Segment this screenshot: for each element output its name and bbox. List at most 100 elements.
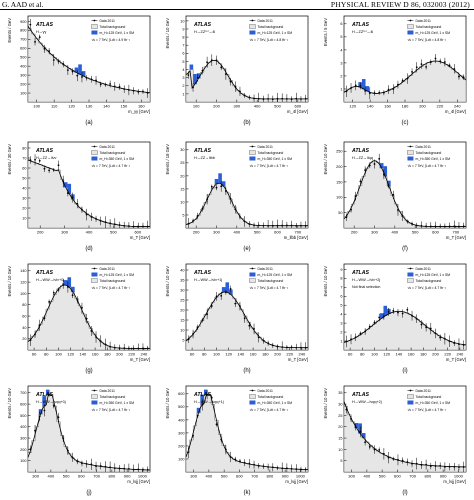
data-point <box>48 169 51 172</box>
data-point <box>276 467 279 469</box>
x-tick-label: 1000 <box>138 474 148 479</box>
legend-data-dot <box>93 267 96 270</box>
data-point <box>373 448 376 451</box>
x-tick-label: 500 <box>379 474 386 479</box>
x-axis-title: m_4l [GeV] <box>287 109 308 114</box>
x-tick-label: 500 <box>254 230 261 235</box>
y-tick-label: 300 <box>178 431 184 435</box>
data-point <box>71 70 74 73</box>
legend-entry-2: m_H=350 GeV, 1 x SM <box>99 401 134 405</box>
data-point <box>95 217 97 220</box>
legend-entry-2: m_H=125 GeV, 1 x SM <box>99 31 134 35</box>
y-axis-title: Events / 18 GeV <box>165 144 170 175</box>
data-point <box>462 225 465 228</box>
data-point <box>52 59 55 61</box>
y-tick-label: 15 <box>180 187 184 191</box>
x-tick-label: 200 <box>37 230 44 235</box>
x-tick-label: 220 <box>286 352 293 357</box>
data-point <box>453 465 456 468</box>
x-axis-title: m_llbb [GeV] <box>284 235 308 240</box>
legend-entry-2: m_H=350 GeV, 1 x SM <box>415 401 450 405</box>
legend-bkg-swatch <box>91 24 98 29</box>
data-point <box>295 97 298 100</box>
data-point <box>196 414 199 417</box>
x-axis-title: m_lνjj [GeV] <box>285 479 308 484</box>
atlas-label: ATLAS <box>35 148 53 154</box>
data-point <box>285 346 288 349</box>
x-tick-label: 140 <box>80 352 87 357</box>
data-point <box>443 225 446 228</box>
data-point <box>290 98 293 101</box>
data-point <box>248 462 251 465</box>
data-point <box>443 61 446 63</box>
y-tick-label: 400 <box>178 418 184 422</box>
data-point <box>290 224 293 227</box>
legend-entry-1: Total background <box>99 151 125 155</box>
x-tick-label: 140 <box>396 352 403 357</box>
data-point <box>434 332 437 335</box>
legend-signal-swatch <box>249 400 256 405</box>
x-tick-label: 160 <box>408 352 415 357</box>
y-tick-label: 70 <box>22 156 26 160</box>
y-tick-label: 4 <box>340 313 342 317</box>
panel-caption: (a) <box>85 120 92 126</box>
data-point <box>267 342 270 345</box>
legend-bkg-swatch <box>407 278 414 283</box>
data-point <box>132 89 135 92</box>
legend-signal-swatch <box>249 30 256 35</box>
x-tick-label: 120 <box>225 352 232 357</box>
x-tick-label: 700 <box>452 230 459 235</box>
data-point <box>387 185 390 188</box>
data-point <box>425 463 428 466</box>
data-point <box>220 294 223 297</box>
data-point <box>81 76 83 78</box>
data-point <box>350 208 352 211</box>
x-tick-label: 900 <box>124 474 131 479</box>
data-point <box>401 459 404 462</box>
panel-b: ATLAS H→ZZ⁽*⁾→4l Data 2011 Total background… <box>165 15 309 126</box>
data-point <box>229 456 232 458</box>
panel-l: ATLAS H→WW→lνqq+2j Data 2011 Total backgrou… <box>323 385 467 496</box>
data-point <box>206 393 209 396</box>
data-point <box>234 302 237 305</box>
y-tick-label: 10 <box>180 200 184 204</box>
legend-entry-1: Total background <box>415 151 441 155</box>
channel-label: H→WW→lνqq+1j <box>194 400 224 404</box>
y-tick-label: 10 <box>338 448 342 452</box>
data-point <box>443 337 446 340</box>
x-tick-label: 60 <box>348 352 353 357</box>
data-point <box>142 347 144 350</box>
data-point <box>439 336 442 339</box>
data-point <box>248 96 251 99</box>
data-point <box>71 456 74 459</box>
signal-bin <box>196 73 201 79</box>
y-tick-label: 50 <box>22 176 26 180</box>
y-tick-label: 700 <box>20 391 26 395</box>
atlas-label: ATLAS <box>193 392 211 398</box>
data-point <box>462 466 465 468</box>
y-tick-label: 4 <box>340 48 342 52</box>
y-axis-title: Events / 30 GeV <box>7 144 12 175</box>
data-point <box>34 429 36 432</box>
legend-signal-swatch <box>407 400 414 405</box>
data-point <box>239 460 241 462</box>
data-point <box>359 84 362 87</box>
data-point <box>95 336 97 338</box>
y-tick-label: 40 <box>22 326 26 330</box>
data-point <box>397 83 399 86</box>
legend-signal-swatch <box>249 272 256 277</box>
data-point <box>345 216 348 219</box>
x-tick-label: 80 <box>202 352 207 357</box>
signal-bin <box>45 389 50 395</box>
data-point <box>66 69 69 72</box>
y-axis-title: Events / 10 GeV <box>165 388 170 419</box>
data-point <box>354 84 357 87</box>
data-point <box>71 196 74 199</box>
x-tick-label: 300 <box>371 230 378 235</box>
x-tick-label: 100 <box>371 352 378 357</box>
data-point <box>109 83 112 85</box>
x-tick-label: 120 <box>67 352 74 357</box>
x-tick-label: 400 <box>86 230 93 235</box>
legend-entry-2: m_H=350 GeV, 1 x SM <box>257 401 292 405</box>
data-point <box>401 79 404 82</box>
